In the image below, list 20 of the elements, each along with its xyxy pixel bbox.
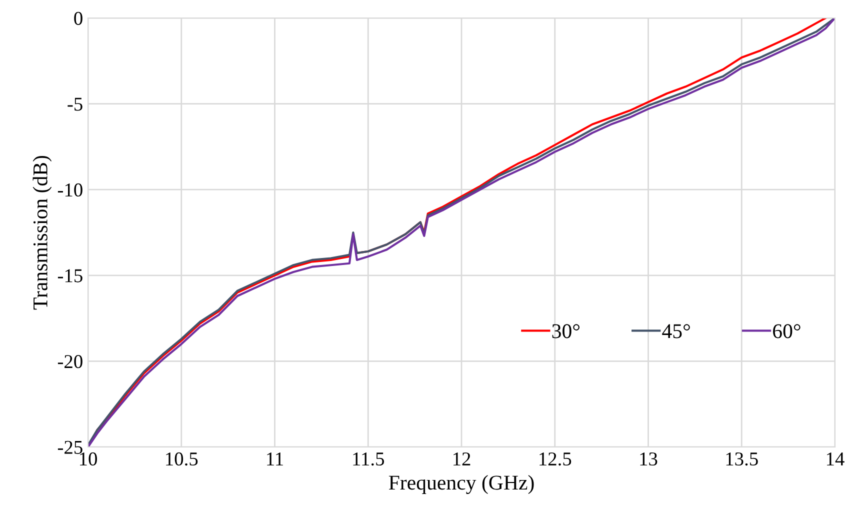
y-axis-title: Transmission (dB) [32,156,52,310]
x-tick-label: 10 [80,452,97,466]
x-tick-label: 14 [826,452,844,466]
x-tick-label: 10.5 [166,452,198,466]
x-tick-label: 13 [640,452,658,466]
y-tick-label: -15 [58,269,82,282]
x-tick-label: 11.5 [353,452,384,466]
x-tick-label: 13.5 [726,452,758,466]
y-tick-label: -20 [58,355,82,368]
x-tick-label: 12.5 [540,452,572,466]
x-axis-title: Frequency (GHz) [388,475,534,494]
y-tick-label: 0 [74,12,82,25]
y-tick-label: -25 [58,440,82,454]
legend-label: 60° [773,324,800,338]
y-tick-label: -5 [68,98,82,111]
x-tick-label: 11 [267,452,283,466]
legend-label: 30° [552,324,580,338]
x-tick-label: 12 [453,452,470,466]
legend-label: 45° [662,324,690,338]
y-tick-label: -10 [58,183,82,197]
